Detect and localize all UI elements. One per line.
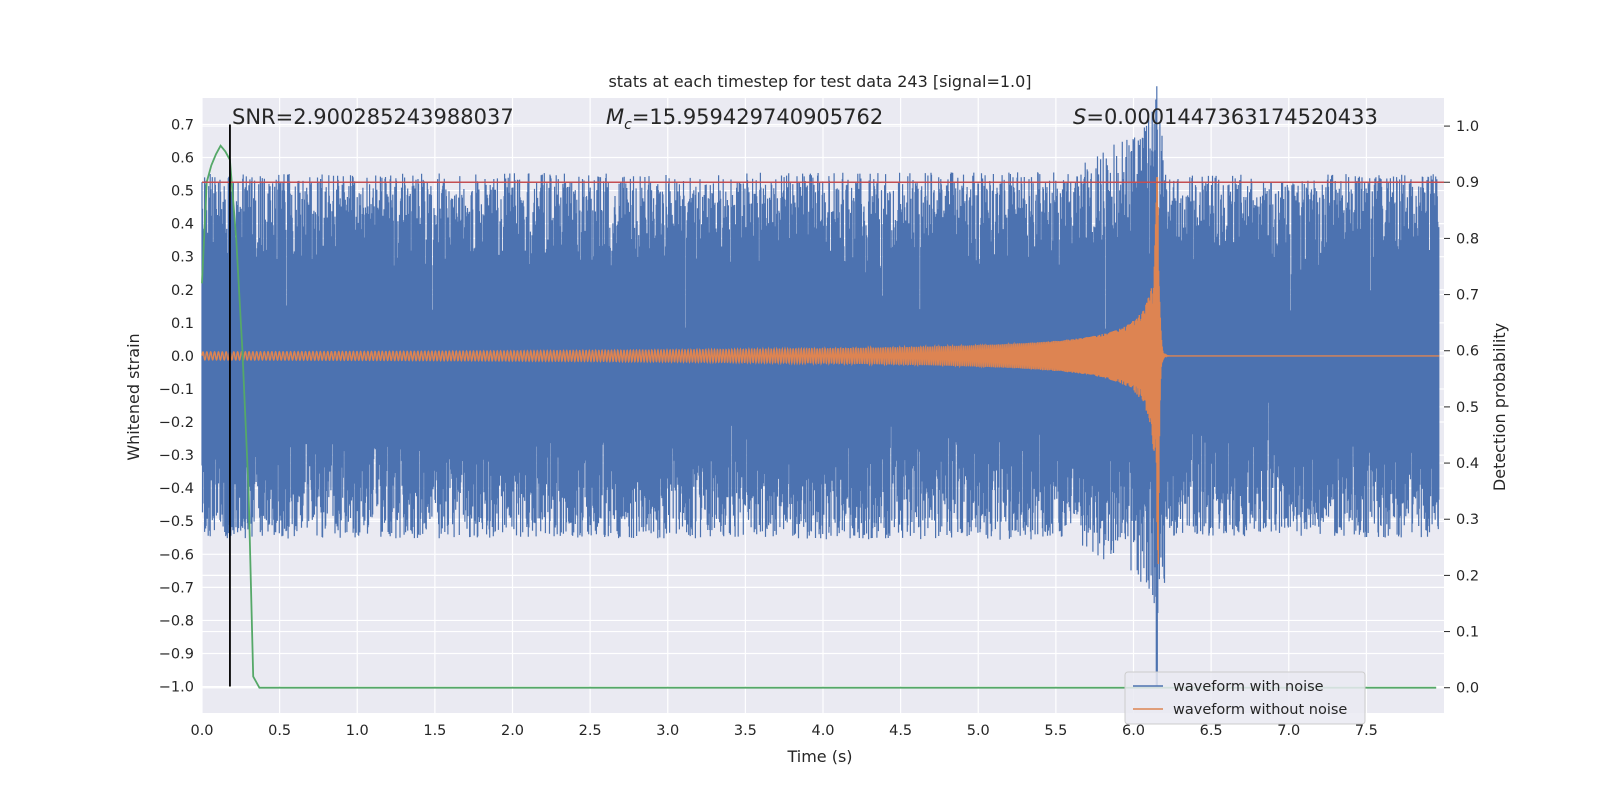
y2-tick-label: 0.0	[1456, 681, 1479, 697]
y-tick-label: −0.5	[159, 514, 194, 530]
y-tick-label: −0.4	[159, 481, 194, 497]
x-tick-label: 6.5	[1200, 723, 1223, 739]
y2-tick-label: 0.8	[1456, 231, 1479, 247]
annotation-s-symbol: S	[1073, 105, 1086, 129]
y2-tick-label: 0.2	[1456, 568, 1479, 584]
y2-axis-ticks: 1.0 0.9 0.8 0.7 0.6 0.5 0.4 0.3 0.2 0.1 0.0	[1444, 119, 1479, 697]
threshold-and-marker	[202, 124, 1444, 687]
x-tick-label: 7.0	[1277, 723, 1300, 739]
chart-title: stats at each timestep for test data 243…	[608, 72, 1031, 91]
x-tick-label: 0.5	[268, 723, 291, 739]
y-tick-label: 0.6	[171, 151, 194, 167]
y2-axis-label: Detection probability	[1490, 323, 1509, 491]
y-tick-label: −1.0	[159, 680, 194, 696]
y-tick-label: −0.1	[159, 382, 194, 398]
x-tick-label: 6.0	[1122, 723, 1145, 739]
annotation-chirp-mass-value: =15.959429740905762	[632, 105, 883, 129]
y-tick-label: 0.4	[171, 217, 194, 233]
y-tick-label: −0.6	[159, 547, 194, 563]
legend-box	[1124, 671, 1366, 725]
y2-tick-label: 0.5	[1456, 400, 1479, 416]
x-tick-label: 5.0	[967, 723, 990, 739]
x-tick-label: 3.5	[734, 723, 757, 739]
x-tick-label: 4.5	[889, 723, 912, 739]
series-waveform-without-noise	[201, 176, 1440, 565]
y2-tick-label: 0.3	[1456, 512, 1479, 528]
annotation-s-value: =0.0001447363174520433	[1086, 105, 1378, 129]
x-tick-label: 2.5	[579, 723, 602, 739]
legend-label-signal: waveform without noise	[1173, 702, 1347, 718]
y-tick-label: 0.7	[171, 117, 194, 133]
clean-waveform-line	[201, 176, 1440, 565]
x-tick-label: 1.5	[423, 723, 446, 739]
y-tick-label: −0.9	[159, 646, 194, 662]
y-tick-label: 0.2	[171, 283, 194, 299]
y2-tick-label: 1.0	[1456, 119, 1479, 135]
y2-tick-label: 0.7	[1456, 288, 1479, 304]
y2-tick-label: 0.9	[1456, 175, 1479, 191]
x-tick-label: 3.0	[656, 723, 679, 739]
y-axis-ticks: 0.7 0.6 0.5 0.4 0.3 0.2 0.1 0.0 −0.1 −0.2 −0.3 −0.4…	[159, 117, 194, 695]
legend-label-noise: waveform with noise	[1173, 679, 1324, 695]
y-axis-label: Whitened strain	[124, 333, 143, 460]
x-axis-label: Time (s)	[786, 747, 852, 766]
x-tick-label: 0.0	[190, 723, 213, 739]
annotation-chirp-mass-sub: c	[624, 117, 632, 133]
y-tick-label: 0.3	[171, 250, 194, 266]
annotation-chirp-mass: Mc=15.959429740905762	[606, 105, 883, 133]
y2-tick-label: 0.6	[1456, 344, 1479, 360]
x-tick-label: 7.5	[1355, 723, 1378, 739]
x-tick-label: 1.0	[346, 723, 369, 739]
y-tick-label: 0.1	[171, 316, 194, 332]
annotation-snr: SNR=2.900285243988037	[232, 105, 514, 129]
x-tick-label: 5.5	[1044, 723, 1067, 739]
y-tick-label: −0.7	[159, 580, 194, 596]
y-tick-label: −0.3	[159, 448, 194, 464]
annotation-chirp-mass-symbol: M	[606, 105, 624, 129]
x-tick-label: 2.0	[501, 723, 524, 739]
y-tick-label: 0.0	[171, 349, 194, 365]
y-tick-label: −0.8	[159, 613, 194, 629]
x-tick-label: 4.0	[811, 723, 834, 739]
y2-tick-label: 0.1	[1456, 625, 1479, 641]
legend: waveform with noise waveform without noi…	[1124, 671, 1366, 725]
x-axis-ticks: 0.0 0.5 1.0 1.5 2.0 2.5 3.0 3.5 4.0 4.5 5.0 5.5 6.0 6…	[190, 723, 1377, 739]
y-tick-label: 0.5	[171, 184, 194, 200]
y-tick-label: −0.2	[159, 415, 194, 431]
y2-tick-label: 0.4	[1456, 456, 1479, 472]
annotation-s: S=0.0001447363174520433	[1073, 105, 1378, 129]
